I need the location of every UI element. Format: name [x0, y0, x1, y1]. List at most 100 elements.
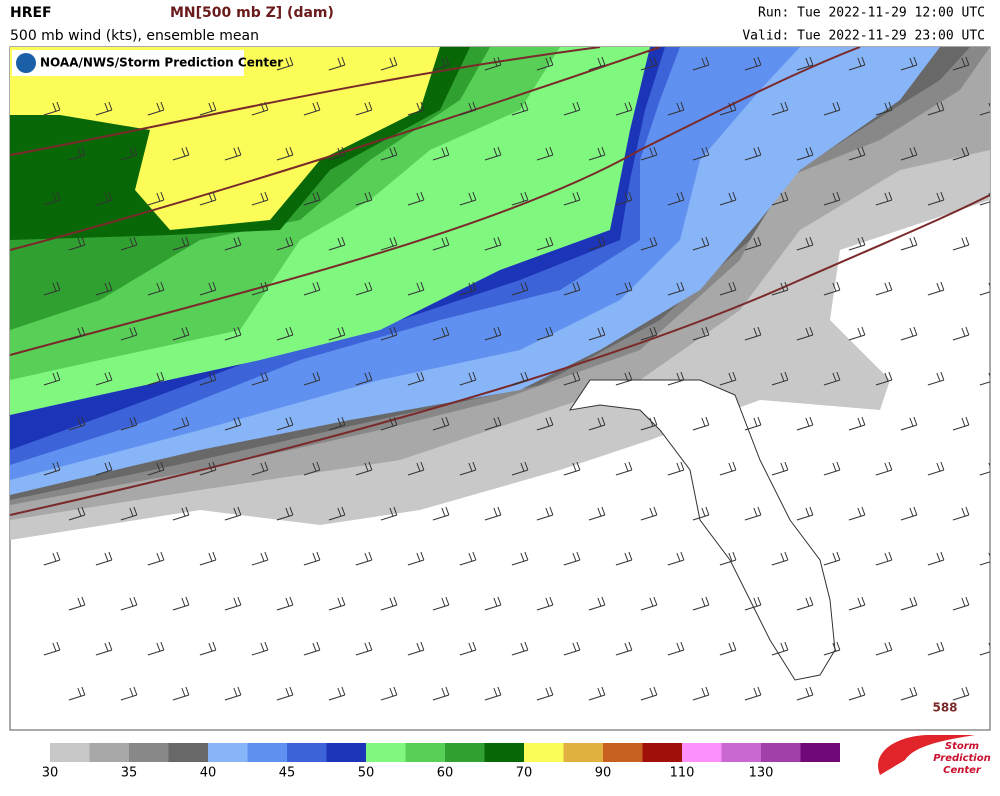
florida-outline [568, 379, 836, 681]
wind-barb [328, 326, 346, 341]
wind-barb [147, 101, 165, 116]
wind-barb [771, 101, 789, 116]
wind-barb [979, 642, 990, 656]
height-contour [10, 47, 601, 156]
wind-barb [459, 371, 477, 386]
wind-barb [823, 191, 841, 206]
wind-barb [979, 462, 990, 476]
wind-barb [68, 146, 86, 161]
wind-barb [303, 551, 321, 566]
wind-barb [68, 236, 86, 251]
wind-barb [771, 641, 789, 656]
wind-barb [68, 686, 86, 701]
wind-barb [328, 56, 346, 71]
wind-barb [692, 236, 710, 251]
wind-barb [692, 146, 710, 161]
wind-barb [692, 686, 710, 701]
wind-barb [172, 326, 190, 341]
wind-barb [484, 146, 502, 161]
wind-barb [744, 236, 762, 251]
wind-barb [484, 506, 502, 521]
wind-barb [43, 551, 61, 566]
wind-barb [848, 506, 866, 521]
wind-barb [692, 416, 710, 431]
wind-barb [276, 56, 294, 71]
wind-barb [667, 191, 685, 206]
wind-barb [251, 461, 269, 476]
wind-barb [927, 551, 945, 566]
wind-barb [484, 56, 502, 71]
wind-barb [979, 372, 990, 386]
wind-barb [848, 596, 866, 611]
wind-barb [276, 416, 294, 431]
wind-barb [355, 551, 373, 566]
colorbar-swatch [89, 743, 129, 762]
wind-barb [432, 56, 450, 71]
height-contour [10, 47, 861, 356]
colorbar-label: 130 [749, 766, 774, 781]
colorbar-swatch [484, 743, 524, 762]
wind-barb [251, 191, 269, 206]
colorbar: 30 35 40 45 50 60 70 90 110 130 [42, 743, 840, 781]
logo-text: Storm [945, 741, 979, 752]
wind-barb [588, 596, 606, 611]
wind-barb [147, 191, 165, 206]
colorbar-label: 110 [670, 766, 695, 781]
wind-barb [328, 596, 346, 611]
wind-barb [303, 191, 321, 206]
wind-barb [380, 56, 398, 71]
wind-barb [380, 596, 398, 611]
wind-barb [328, 506, 346, 521]
subtitle: 500 mb wind (kts), ensemble mean [10, 28, 259, 44]
colorbar-swatch [761, 743, 801, 762]
wind-barb [563, 461, 581, 476]
model-name: HREF [10, 5, 52, 21]
height-contour [10, 47, 661, 251]
wind-barb [380, 236, 398, 251]
wind-barb [459, 191, 477, 206]
wind-barb [719, 461, 737, 476]
wind-barb [952, 596, 970, 611]
wind-barb [744, 56, 762, 71]
wind-barb [224, 506, 242, 521]
wind-barb [43, 101, 61, 116]
wind-barb [380, 326, 398, 341]
wind-barb [900, 506, 918, 521]
wind-barb [43, 641, 61, 656]
wind-barb [172, 686, 190, 701]
wind-barb [563, 371, 581, 386]
contour-label: 588 [932, 701, 957, 715]
colorbar-label: 45 [279, 766, 296, 781]
wind-barb [147, 281, 165, 296]
wind-barb [952, 416, 970, 431]
wind-barb [68, 506, 86, 521]
wind-barb [927, 281, 945, 296]
wind-barb [511, 641, 529, 656]
wind-barb [848, 146, 866, 161]
colorbar-label: 40 [200, 766, 217, 781]
wind-barb [172, 416, 190, 431]
wind-barb [875, 371, 893, 386]
wind-barb [952, 56, 970, 71]
wind-barb [459, 101, 477, 116]
wind-barb [823, 281, 841, 296]
wind-barb [744, 506, 762, 521]
wind-barb [328, 416, 346, 431]
wind-barb [303, 371, 321, 386]
colorbar-swatch [287, 743, 327, 762]
wind-barb [927, 641, 945, 656]
wind-barb [276, 236, 294, 251]
colorbar-swatch [405, 743, 445, 762]
wind-barb [432, 686, 450, 701]
wind-barb [68, 596, 86, 611]
wind-barb [979, 282, 990, 296]
wind-barb [459, 461, 477, 476]
wind-barb [927, 101, 945, 116]
wind-barb [147, 461, 165, 476]
wind-barb [224, 146, 242, 161]
wind-barb [355, 101, 373, 116]
wind-barb [407, 461, 425, 476]
wind-barb [875, 101, 893, 116]
wind-barb [147, 641, 165, 656]
